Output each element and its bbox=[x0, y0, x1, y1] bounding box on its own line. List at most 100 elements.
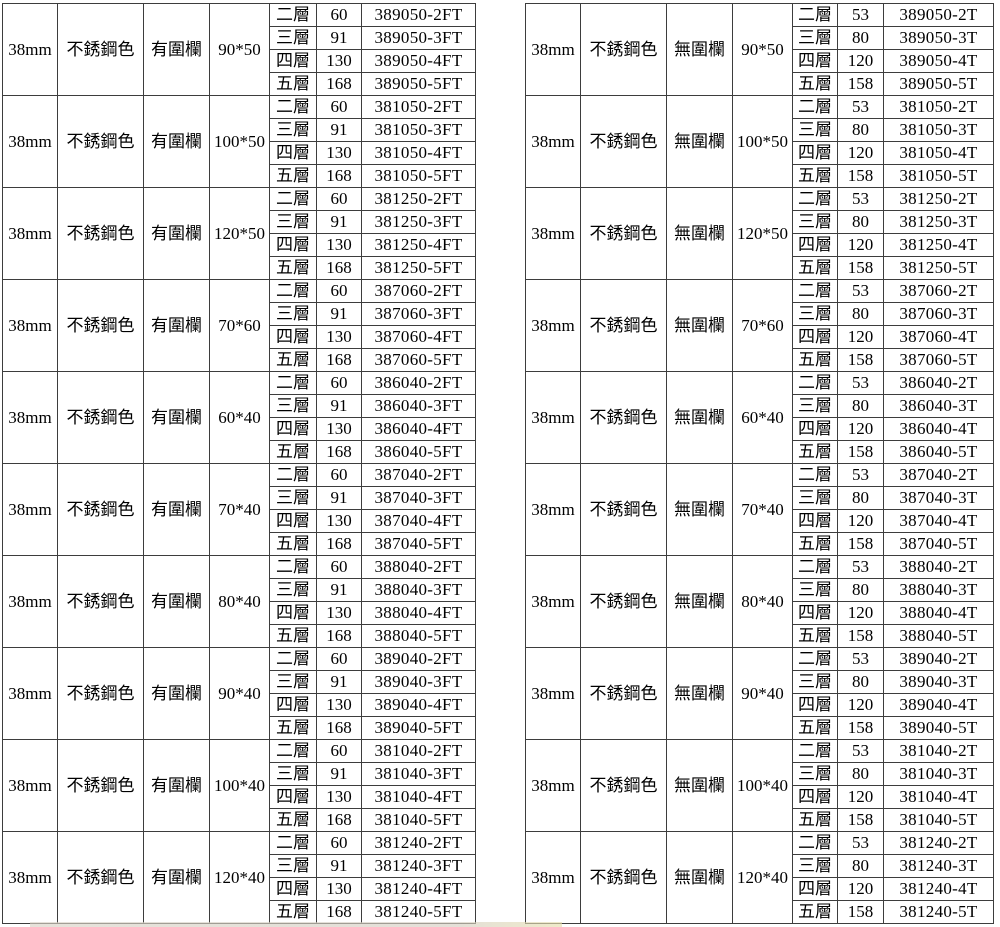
product-code-cell: 387040-3FT bbox=[361, 486, 476, 510]
tier-cell: 四層 bbox=[269, 785, 317, 809]
size-cell: 100*40 bbox=[732, 739, 793, 832]
tier-cell: 四層 bbox=[269, 141, 317, 165]
price-cell: 120 bbox=[837, 601, 884, 625]
price-cell: 91 bbox=[316, 670, 362, 694]
product-code-cell: 388040-2T bbox=[883, 555, 994, 579]
product-code-cell: 387040-5FT bbox=[361, 532, 476, 556]
product-row: 38mm 不銹鋼色 有圍欄 120*50 二層 60 381250-2FT bbox=[2, 187, 476, 280]
product-code-cell: 381250-5FT bbox=[361, 256, 476, 280]
tier-cell: 三層 bbox=[792, 118, 838, 142]
pipe-diameter-cell: 38mm bbox=[2, 555, 58, 648]
color-cell: 不銹鋼色 bbox=[580, 371, 667, 464]
product-row: 三層 91 381240-3FT bbox=[3, 854, 476, 878]
pipe-diameter-cell: 38mm bbox=[525, 279, 581, 372]
price-cell: 80 bbox=[837, 26, 884, 50]
price-cell: 168 bbox=[316, 164, 362, 188]
color-cell: 不銹鋼色 bbox=[57, 555, 144, 648]
color-cell: 不銹鋼色 bbox=[57, 95, 144, 188]
price-cell: 120 bbox=[837, 693, 884, 717]
product-code-cell: 389050-4T bbox=[883, 49, 994, 73]
pipe-diameter-cell: 38mm bbox=[2, 739, 58, 832]
product-row: 38mm 不銹鋼色 有圍欄 100*50 二層 60 381050-2FT bbox=[2, 95, 476, 188]
product-code-cell: 388040-5T bbox=[883, 624, 994, 648]
product-code-cell: 381240-4FT bbox=[361, 877, 476, 901]
product-code-cell: 381050-2FT bbox=[361, 95, 476, 119]
product-code-cell: 386040-4FT bbox=[361, 417, 476, 441]
tier-cell: 五層 bbox=[269, 624, 317, 648]
tier-cell: 二層 bbox=[269, 555, 317, 579]
price-table-with-rail: 38mm 不銹鋼色 有圍欄 90*50 二層 60 389050-2FT 三層 91 389050… bbox=[2, 3, 476, 924]
price-cell: 60 bbox=[316, 3, 362, 27]
product-code-cell: 381050-5FT bbox=[361, 164, 476, 188]
rail-type-cell: 無圍欄 bbox=[666, 647, 733, 740]
tier-cell: 三層 bbox=[792, 210, 838, 234]
product-row: 五層 168 388040-5FT bbox=[3, 624, 476, 648]
price-cell: 80 bbox=[837, 302, 884, 326]
product-row: 38mm 不銹鋼色 無圍欄 60*40 二層 53 386040-2T bbox=[525, 371, 994, 464]
product-code-cell: 387060-4FT bbox=[361, 325, 476, 349]
tier-cell: 五層 bbox=[269, 716, 317, 740]
product-code-cell: 381240-3FT bbox=[361, 854, 476, 878]
tier-cell: 三層 bbox=[792, 394, 838, 418]
price-cell: 80 bbox=[837, 118, 884, 142]
tier-cell: 三層 bbox=[269, 26, 317, 50]
product-code-cell: 388040-4FT bbox=[361, 601, 476, 625]
tier-cell: 四層 bbox=[269, 877, 317, 901]
price-cell: 80 bbox=[837, 578, 884, 602]
rail-type-cell: 無圍欄 bbox=[666, 3, 733, 96]
color-cell: 不銹鋼色 bbox=[580, 3, 667, 96]
rail-type-cell: 有圍欄 bbox=[143, 187, 210, 280]
tier-cell: 二層 bbox=[792, 371, 838, 395]
tier-cell: 二層 bbox=[792, 187, 838, 211]
product-row: 38mm 不銹鋼色 無圍欄 80*40 二層 53 388040-2T bbox=[525, 555, 994, 648]
product-row: 三層 91 387060-3FT bbox=[3, 302, 476, 326]
price-cell: 60 bbox=[316, 95, 362, 119]
tier-cell: 五層 bbox=[792, 808, 838, 832]
price-cell: 158 bbox=[837, 624, 884, 648]
product-code-cell: 388040-3FT bbox=[361, 578, 476, 602]
price-cell: 168 bbox=[316, 72, 362, 96]
product-row: 五層 168 386040-5FT bbox=[3, 440, 476, 464]
rail-type-cell: 無圍欄 bbox=[666, 371, 733, 464]
tier-cell: 三層 bbox=[792, 302, 838, 326]
product-code-cell: 381250-3FT bbox=[361, 210, 476, 234]
tier-cell: 四層 bbox=[792, 325, 838, 349]
product-code-cell: 389040-5FT bbox=[361, 716, 476, 740]
price-cell: 158 bbox=[837, 900, 884, 924]
product-row: 三層 91 388040-3FT bbox=[3, 578, 476, 602]
pipe-diameter-cell: 38mm bbox=[525, 187, 581, 280]
tier-cell: 四層 bbox=[269, 693, 317, 717]
tier-cell: 五層 bbox=[269, 532, 317, 556]
product-code-cell: 381040-3T bbox=[883, 762, 994, 786]
product-row: 四層 120 381240-4T bbox=[526, 877, 994, 901]
price-cell: 91 bbox=[316, 210, 362, 234]
price-cell: 60 bbox=[316, 463, 362, 487]
product-row: 五層 158 381050-5T bbox=[526, 164, 994, 188]
color-cell: 不銹鋼色 bbox=[580, 647, 667, 740]
color-cell: 不銹鋼色 bbox=[580, 187, 667, 280]
product-code-cell: 389040-3T bbox=[883, 670, 994, 694]
product-row: 38mm 不銹鋼色 有圍欄 70*60 二層 60 387060-2FT bbox=[2, 279, 476, 372]
tier-cell: 五層 bbox=[792, 164, 838, 188]
color-cell: 不銹鋼色 bbox=[57, 831, 144, 924]
size-cell: 70*60 bbox=[732, 279, 793, 372]
rail-type-cell: 有圍欄 bbox=[143, 739, 210, 832]
product-code-cell: 389040-5T bbox=[883, 716, 994, 740]
product-row: 三層 91 387040-3FT bbox=[3, 486, 476, 510]
product-code-cell: 387060-2FT bbox=[361, 279, 476, 303]
product-code-cell: 387040-4FT bbox=[361, 509, 476, 533]
size-cell: 100*40 bbox=[209, 739, 270, 832]
product-code-cell: 387060-4T bbox=[883, 325, 994, 349]
tier-cell: 五層 bbox=[269, 348, 317, 372]
tier-cell: 四層 bbox=[269, 325, 317, 349]
price-cell: 168 bbox=[316, 440, 362, 464]
product-row: 三層 80 381250-3T bbox=[526, 210, 994, 234]
tier-cell: 三層 bbox=[792, 670, 838, 694]
price-cell: 130 bbox=[316, 417, 362, 441]
product-code-cell: 381240-3T bbox=[883, 854, 994, 878]
size-cell: 120*40 bbox=[209, 831, 270, 924]
product-code-cell: 389040-4T bbox=[883, 693, 994, 717]
price-cell: 80 bbox=[837, 394, 884, 418]
product-row: 38mm 不銹鋼色 有圍欄 120*40 二層 60 381240-2FT bbox=[2, 831, 476, 924]
right-table-body: 38mm 不銹鋼色 無圍欄 90*50 二層 53 389050-2T 三層 80 389050-… bbox=[525, 3, 994, 924]
